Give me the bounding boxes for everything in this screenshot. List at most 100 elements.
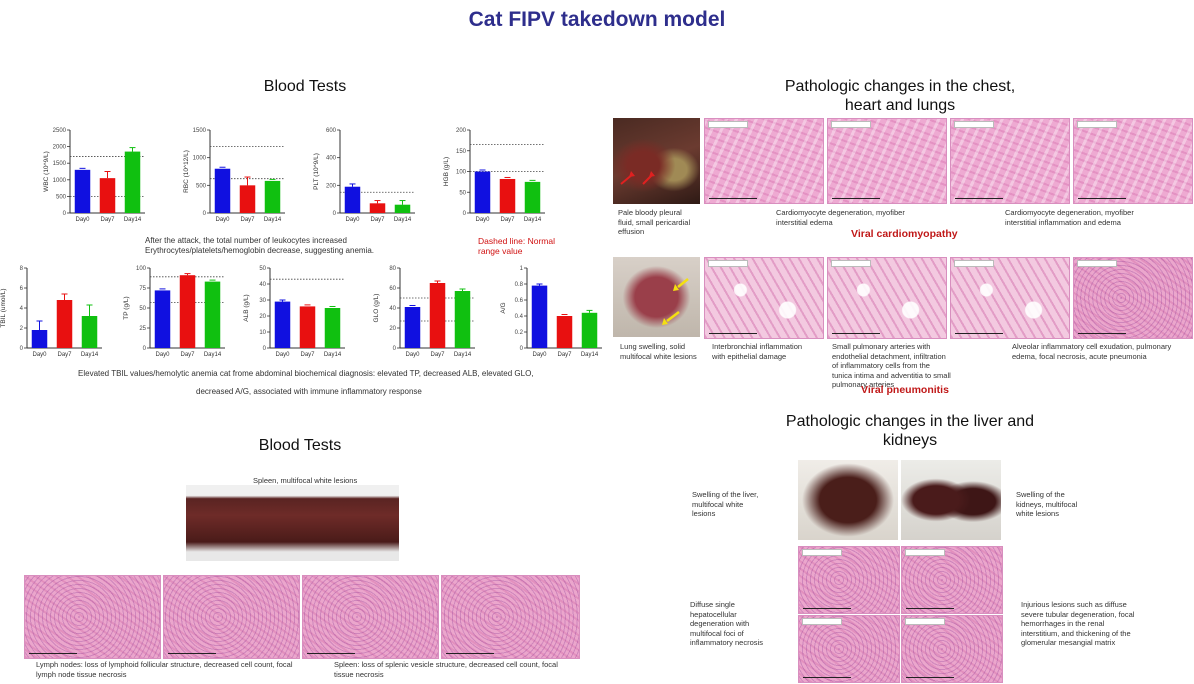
y-tick-label: 150: [456, 149, 467, 155]
y-axis-label: A/G: [500, 302, 507, 313]
y-tick-label: 20: [259, 314, 266, 320]
heart-histology-4: [1073, 118, 1193, 204]
bar-day14: [454, 291, 471, 348]
y-tick-label: 0: [20, 346, 24, 352]
x-tick-label: Day14: [581, 352, 599, 358]
lung-histology-2: [827, 257, 947, 339]
y-tick-label: 0: [63, 211, 67, 217]
bar-day7: [99, 178, 116, 213]
y-tick-label: 50: [259, 266, 266, 272]
y-axis-label: GLO (g/L): [373, 294, 380, 323]
y-tick-label: 2500: [53, 128, 67, 134]
x-tick-label: Day14: [524, 217, 542, 223]
bar-day0: [274, 301, 291, 348]
caption-lymph: Lymph nodes: loss of lymphoid follicular…: [36, 660, 293, 679]
viral-pneumonitis-label: Viral pneumonitis: [861, 384, 949, 396]
bar-day0: [154, 290, 171, 348]
liver-histology-1: [798, 546, 900, 614]
y-tick-label: 0: [263, 346, 267, 352]
y-tick-label: 0.4: [515, 314, 524, 320]
y-tick-label: 6: [20, 286, 24, 292]
y-tick-label: 0: [520, 346, 524, 352]
bar-day7: [369, 203, 386, 213]
bar-day0: [531, 285, 548, 348]
spleen-histology-1: [302, 575, 439, 659]
y-tick-label: 0: [143, 346, 147, 352]
y-tick-label: 20: [389, 326, 396, 332]
y-tick-label: 25: [139, 326, 146, 332]
y-tick-label: 80: [389, 266, 396, 272]
bar-day0: [474, 171, 491, 213]
caption-lung-c: Alveolar inflammatory cell exudation, pu…: [1012, 342, 1172, 361]
chest-heading: Pathologic changes in the chest, heart a…: [760, 77, 1040, 115]
leukocyte-note: After the attack, the total number of le…: [145, 236, 347, 245]
caption-chest-gross: Pale bloody pleural fluid, small pericar…: [618, 208, 691, 236]
lung-histology-3: [950, 257, 1070, 339]
chest-heading-line-1: Pathologic changes in the chest,: [784, 78, 1016, 95]
x-tick-label: Day14: [394, 217, 412, 223]
bar-day7: [299, 306, 316, 348]
y-tick-label: 0.6: [515, 298, 524, 304]
y-tick-label: 500: [56, 194, 67, 200]
y-tick-label: 50: [459, 190, 466, 196]
y-tick-label: 100: [136, 266, 147, 272]
y-tick-label: 50: [139, 306, 146, 312]
bar-day14: [581, 312, 598, 348]
caption-lung-b: Small pulmonary arteries with endothelia…: [832, 342, 951, 389]
x-tick-label: Day7: [100, 217, 115, 223]
y-axis-label: PLT (10^9/L): [313, 153, 320, 190]
y-tick-label: 1000: [53, 178, 67, 184]
y-tick-label: 200: [456, 128, 467, 134]
y-axis-label: HGB (g/L): [443, 157, 450, 186]
x-tick-label: Day7: [370, 217, 385, 223]
spleen-gross-photo: [186, 485, 399, 561]
page-title: Cat FIPV takedown model: [468, 8, 726, 31]
chart-1: 0 500 1000 1500 RBC (10^12/L) Day0 Day7 Day14: [183, 128, 285, 223]
chart-8: 0 0.2 0.4 0.6 0.8 1 A/G Day0 Day7 Day14: [500, 266, 602, 358]
blood-tests-heading: Blood Tests: [263, 78, 347, 95]
y-tick-label: 0.8: [515, 282, 524, 288]
x-tick-label: Day14: [454, 352, 472, 358]
x-tick-label: Day0: [155, 352, 170, 358]
x-tick-label: Day0: [532, 352, 547, 358]
chart-2: 0 200 400 600 PLT (10^9/L) Day0 Day7 Day14: [313, 128, 415, 223]
summary-line-2: decreased A/G, associated with immune in…: [196, 387, 422, 396]
y-tick-label: 75: [139, 286, 146, 292]
y-tick-label: 600: [326, 128, 337, 134]
x-tick-label: Day0: [475, 217, 490, 223]
yellow-arrows-icon: [662, 278, 689, 325]
kidney-histology-2: [901, 615, 1003, 683]
x-tick-label: Day0: [215, 217, 230, 223]
bar-day0: [74, 169, 91, 213]
y-axis-label: WBC (10^9/L): [43, 151, 50, 192]
y-tick-label: 0: [203, 211, 207, 217]
x-tick-label: Day14: [124, 217, 142, 223]
lung-histology-1: [704, 257, 824, 339]
bar-day0: [31, 330, 48, 348]
heart-histology-3: [950, 118, 1070, 204]
bar-day14: [524, 181, 541, 213]
y-tick-label: 0: [463, 211, 467, 217]
chart-0: 0 500 1000 1500 2000 2500 WBC (10^9/L) Day0 Day7…: [43, 128, 145, 223]
x-tick-label: Day7: [557, 352, 572, 358]
x-tick-label: Day7: [240, 217, 255, 223]
caption-kidney-histo: Injurious lesions such as diffuse severe…: [1021, 600, 1135, 647]
y-axis-label: ALB (g/L): [243, 294, 250, 321]
bar-day14: [394, 204, 411, 213]
y-tick-label: 2000: [53, 145, 67, 151]
x-tick-label: Day7: [430, 352, 445, 358]
x-tick-label: Day14: [81, 352, 99, 358]
y-tick-label: 400: [326, 156, 337, 162]
y-tick-label: 10: [259, 330, 266, 336]
bar-day7: [179, 275, 196, 348]
liver-heading-line-2: kidneys: [882, 432, 938, 449]
chart-6: 0 10 20 30 40 50 ALB (g/L) Day0 Day7 Day14: [243, 266, 345, 358]
bar-day7: [429, 283, 446, 348]
x-tick-label: Day7: [180, 352, 195, 358]
bar-day0: [404, 307, 421, 348]
bar-day7: [56, 300, 73, 348]
lung-gross-photo: [613, 257, 700, 337]
chart-3: 0 50 100 150 200 HGB (g/L) Day0 Day7 Day14: [443, 128, 545, 223]
chest-heading-line-2: heart and lungs: [844, 97, 956, 114]
y-tick-label: 1500: [193, 128, 207, 134]
